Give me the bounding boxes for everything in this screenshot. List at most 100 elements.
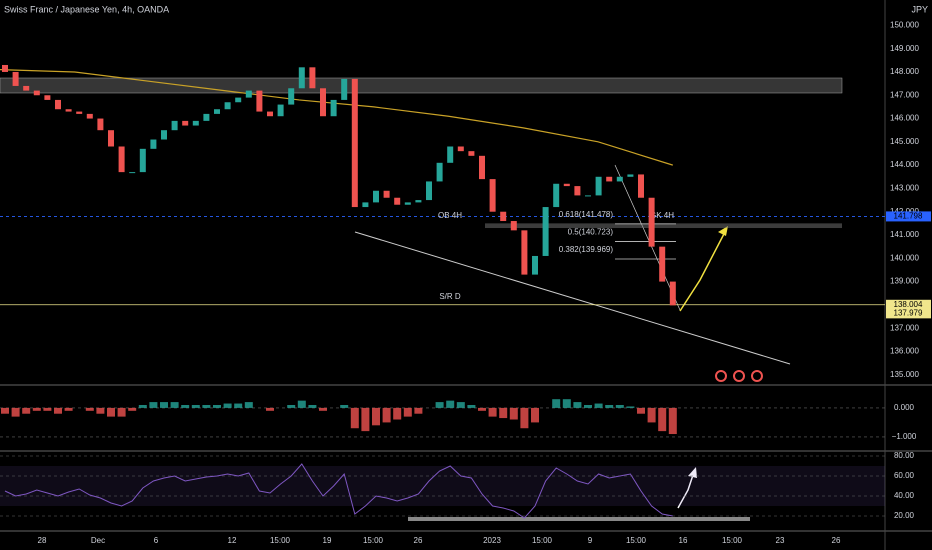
candle: [669, 281, 676, 306]
y-tick-label: 149.000: [890, 44, 919, 53]
candle: [627, 174, 634, 177]
trendline: [354, 231, 791, 365]
macd-bar: [605, 405, 614, 408]
candle: [108, 130, 114, 147]
candle: [638, 174, 644, 198]
rsi-line: [4, 463, 673, 519]
candle: [457, 146, 464, 152]
macd-bar: [138, 405, 147, 408]
macd-bar: [435, 402, 444, 408]
y-tick-label: 137.000: [890, 323, 919, 332]
fib-label: 0.5(140.723): [568, 228, 614, 237]
macd-bar: [202, 405, 211, 408]
candle: [309, 67, 316, 89]
candle: [362, 202, 369, 208]
candle: [521, 230, 528, 275]
macd-bar: [234, 403, 243, 408]
zone: [0, 77, 843, 94]
candle: [65, 109, 72, 112]
y-tick-label: 141.000: [890, 230, 919, 239]
macd-bar: [107, 407, 115, 417]
macd-bar: [552, 399, 561, 408]
macd-bar: [382, 407, 391, 423]
macd-bar: [573, 402, 582, 408]
candle: [330, 99, 337, 117]
macd-bar: [149, 402, 158, 408]
x-tick-label: 28: [38, 536, 47, 545]
fib-label: 0.382(139.969): [559, 245, 614, 254]
candle: [415, 200, 422, 203]
macd-bar: [308, 405, 317, 408]
y-tick-label: 40.00: [894, 491, 915, 500]
candle: [267, 111, 273, 117]
y-tick-label: 60.00: [894, 471, 915, 480]
candle: [426, 181, 432, 201]
y-tick-label: 0.000: [894, 403, 915, 412]
candle: [394, 197, 401, 205]
candle: [595, 176, 602, 196]
macd-bar: [414, 407, 423, 414]
icon: [751, 370, 763, 382]
x-tick-label: Dec: [91, 536, 105, 545]
macd-bar: [446, 400, 455, 408]
annotation: GK 4H: [650, 211, 674, 220]
candle: [404, 202, 411, 205]
y-tick-label: 20.00: [894, 511, 915, 520]
candle: [341, 78, 348, 100]
macd-bar: [531, 407, 539, 423]
macd-bar: [509, 407, 518, 420]
fib-label: 0.618(141.478): [559, 210, 614, 219]
currency: JPY: [911, 4, 928, 14]
candle: [574, 186, 581, 196]
candle: [23, 85, 30, 91]
x-tick-label: 16: [679, 536, 688, 545]
annotation: S/R D: [439, 292, 461, 301]
x-tick-label: 19: [323, 536, 332, 545]
candle: [203, 113, 210, 121]
candle: [150, 139, 157, 149]
macd-bar: [319, 407, 327, 411]
candle: [479, 155, 485, 180]
macd-bar: [350, 407, 359, 429]
y-tick-label: 139.000: [890, 277, 919, 286]
candle: [171, 120, 178, 131]
candle: [86, 113, 93, 119]
candle: [298, 67, 305, 89]
icons: [715, 370, 763, 382]
arrow-head: [718, 226, 728, 236]
price-label: 138.004: [894, 300, 923, 309]
x-tick-label: 23: [776, 536, 785, 545]
candle: [235, 97, 242, 103]
candle: [288, 88, 295, 105]
candle: [659, 246, 666, 282]
x-tick-label: 2023: [483, 536, 501, 545]
candle: [320, 88, 326, 117]
macd-bar: [499, 407, 508, 419]
macd-bar: [244, 402, 253, 408]
candle: [182, 120, 189, 126]
price-label: 137.979: [894, 308, 923, 317]
macd-bar: [223, 403, 232, 408]
candle: [214, 109, 220, 114]
macd-bar: [85, 407, 94, 411]
macd-bar: [647, 407, 656, 423]
macd-bar: [562, 399, 571, 408]
candle: [542, 207, 549, 256]
arrow: [677, 471, 695, 509]
macd-bar: [22, 407, 31, 414]
macd-bar: [488, 407, 497, 417]
candle: [2, 64, 8, 72]
macd-bar: [658, 407, 667, 432]
y-tick-label: 147.000: [890, 90, 919, 99]
y-tick-label: 142.000: [890, 207, 919, 216]
y-tick-label: −1.000: [892, 432, 917, 441]
macd-bar: [467, 405, 476, 408]
candle: [129, 172, 136, 174]
macd-bar: [297, 400, 306, 408]
macd-bar: [361, 407, 370, 432]
candle: [118, 146, 125, 173]
candle: [351, 78, 358, 208]
candle: [256, 90, 263, 112]
candle: [563, 183, 570, 187]
